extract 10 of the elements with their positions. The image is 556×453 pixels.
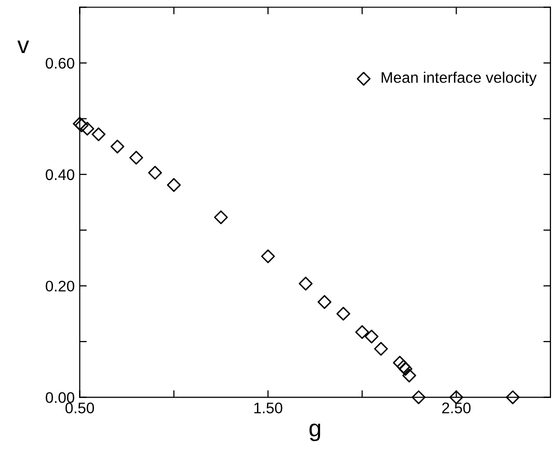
x-tick-label: 0.50 [65, 402, 94, 414]
y-axis-title: v [17, 40, 30, 54]
x-tick-label: 2.50 [442, 402, 471, 414]
y-tick-label: 0.40 [46, 169, 74, 180]
x-axis-title: g [310, 424, 320, 442]
y-tick-label: 0.60 [46, 58, 74, 69]
legend-label: Mean interface velocity [382, 72, 537, 86]
y-tick-label: 0.00 [46, 392, 74, 403]
x-tick-label: 1.50 [254, 402, 282, 414]
y-tick-label: 0.20 [46, 280, 74, 292]
